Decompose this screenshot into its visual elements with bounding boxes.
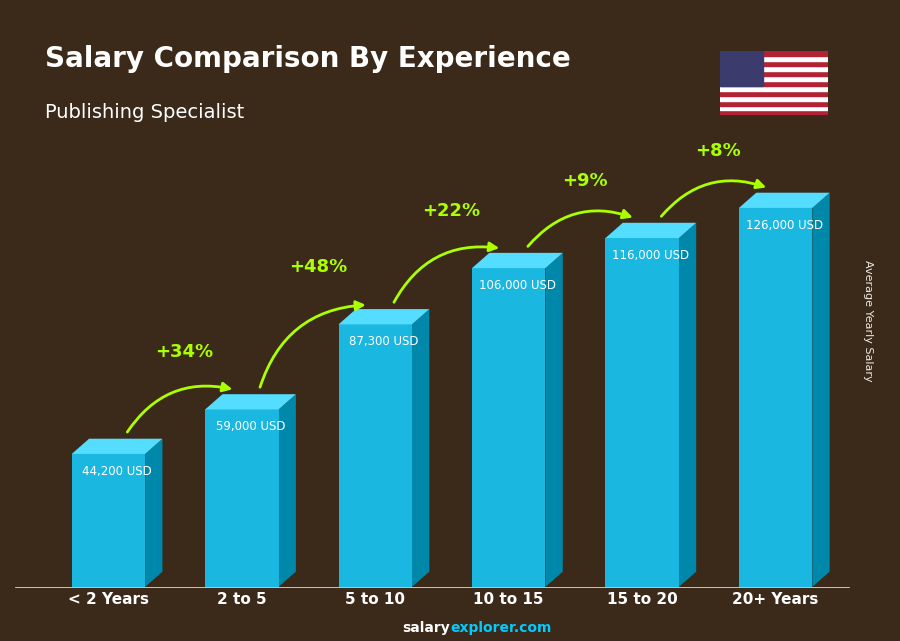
Polygon shape: [606, 238, 679, 587]
Bar: [720, 81, 828, 86]
Bar: [720, 51, 763, 86]
FancyArrowPatch shape: [127, 383, 230, 432]
Polygon shape: [739, 208, 813, 587]
Text: 87,300 USD: 87,300 USD: [349, 335, 418, 348]
Text: explorer.com: explorer.com: [450, 620, 552, 635]
Text: +8%: +8%: [696, 142, 741, 160]
Polygon shape: [739, 193, 830, 208]
FancyArrowPatch shape: [528, 210, 630, 246]
Polygon shape: [205, 410, 278, 587]
Bar: [720, 51, 828, 56]
Text: 44,200 USD: 44,200 USD: [82, 465, 152, 478]
Text: +9%: +9%: [562, 172, 608, 190]
Polygon shape: [412, 309, 429, 587]
Text: 126,000 USD: 126,000 USD: [746, 219, 823, 232]
Polygon shape: [72, 454, 145, 587]
Polygon shape: [545, 253, 562, 587]
FancyArrowPatch shape: [394, 243, 496, 303]
Text: +22%: +22%: [422, 202, 481, 220]
Bar: [720, 110, 828, 115]
Text: +34%: +34%: [156, 344, 213, 362]
Bar: [720, 86, 828, 91]
Text: 106,000 USD: 106,000 USD: [479, 279, 556, 292]
Text: Salary Comparison By Experience: Salary Comparison By Experience: [45, 45, 571, 73]
Polygon shape: [813, 193, 830, 587]
Polygon shape: [145, 438, 163, 587]
Polygon shape: [278, 394, 296, 587]
FancyArrowPatch shape: [260, 302, 363, 387]
Text: +48%: +48%: [289, 258, 347, 276]
Text: 116,000 USD: 116,000 USD: [612, 249, 689, 262]
Bar: [720, 71, 828, 76]
Bar: [720, 56, 828, 61]
Bar: [720, 66, 828, 71]
Bar: [720, 96, 828, 101]
Text: Publishing Specialist: Publishing Specialist: [45, 103, 244, 122]
FancyArrowPatch shape: [662, 180, 763, 216]
Bar: [720, 101, 828, 106]
Polygon shape: [606, 223, 697, 238]
Bar: [720, 76, 828, 81]
Bar: [720, 61, 828, 66]
Polygon shape: [338, 309, 429, 324]
Text: Average Yearly Salary: Average Yearly Salary: [863, 260, 873, 381]
Bar: [720, 106, 828, 110]
Text: salary: salary: [402, 620, 450, 635]
Polygon shape: [679, 223, 697, 587]
Polygon shape: [472, 253, 562, 268]
Polygon shape: [472, 268, 545, 587]
Polygon shape: [72, 438, 163, 454]
Polygon shape: [338, 324, 412, 587]
Text: 59,000 USD: 59,000 USD: [216, 420, 285, 433]
Polygon shape: [205, 394, 296, 410]
Bar: [720, 91, 828, 96]
